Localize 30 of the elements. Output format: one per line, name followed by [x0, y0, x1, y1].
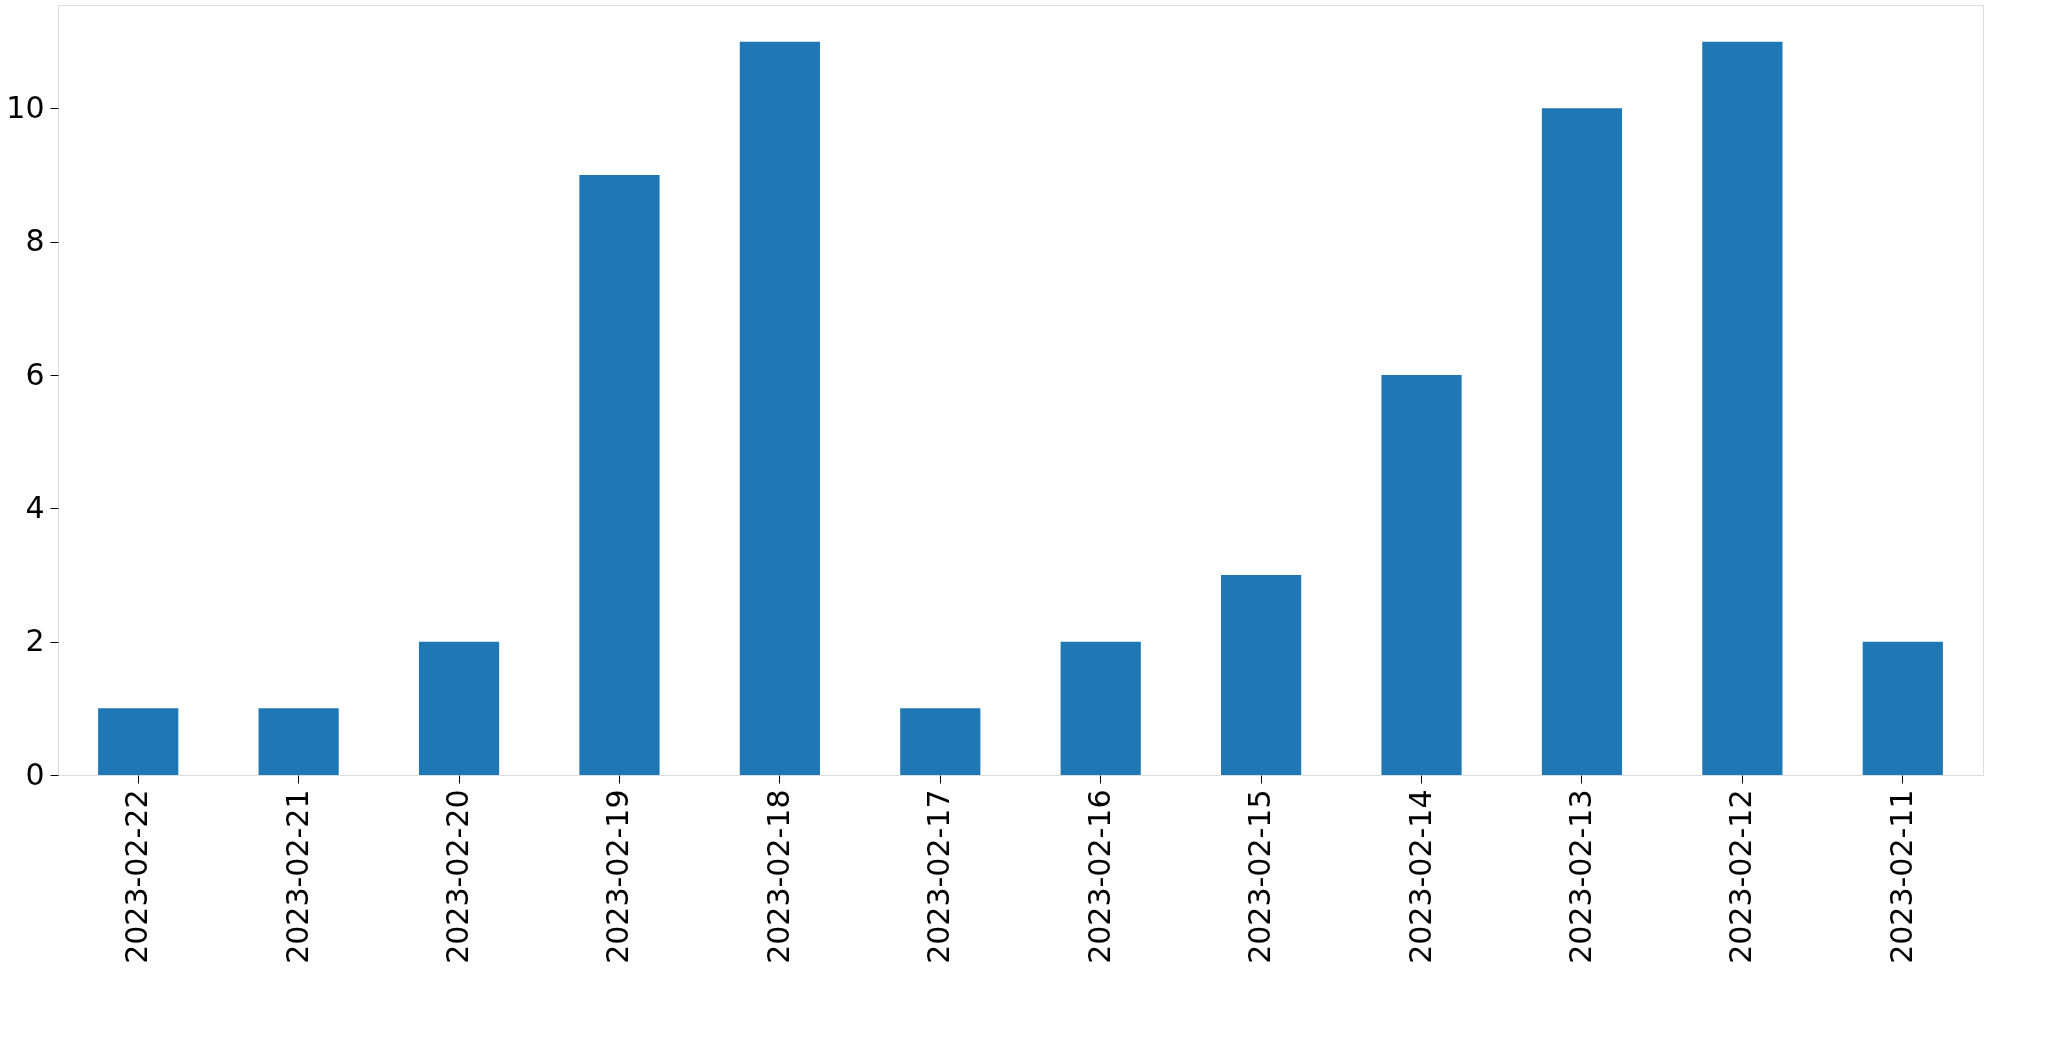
x-tick-label: 2023-02-19	[600, 789, 636, 964]
x-tick-label: 2023-02-21	[279, 789, 315, 964]
bar	[579, 175, 660, 775]
y-tick-label: 8	[25, 223, 45, 259]
bar	[258, 708, 339, 775]
bar	[900, 708, 981, 775]
y-tick-label: 10	[6, 89, 45, 125]
x-tick-label: 2023-02-18	[760, 789, 796, 964]
bar	[1541, 108, 1623, 775]
bar	[1862, 641, 1943, 775]
bar	[1702, 41, 1783, 775]
x-tick-label: 2023-02-20	[440, 789, 476, 964]
x-tick-label: 2023-02-16	[1081, 789, 1117, 964]
y-tick-label: 0	[25, 756, 45, 792]
x-tick-label: 2023-02-14	[1402, 789, 1438, 964]
bar	[739, 41, 820, 775]
x-tick-label: 2023-02-17	[921, 789, 957, 964]
x-tick-label: 2023-02-13	[1562, 789, 1598, 964]
x-tick-label: 2023-02-11	[1883, 789, 1919, 964]
x-tick-label: 2023-02-22	[119, 789, 155, 964]
y-tick-label: 4	[25, 489, 45, 525]
bar	[98, 708, 179, 775]
bar	[1221, 575, 1302, 775]
y-tick-label: 2	[25, 623, 45, 659]
y-tick-label: 6	[25, 356, 45, 392]
x-tick-label: 2023-02-15	[1242, 789, 1278, 964]
bar	[418, 641, 500, 775]
bar	[1381, 375, 1462, 775]
x-tick-label: 2023-02-12	[1723, 789, 1759, 964]
bar	[1060, 641, 1141, 775]
